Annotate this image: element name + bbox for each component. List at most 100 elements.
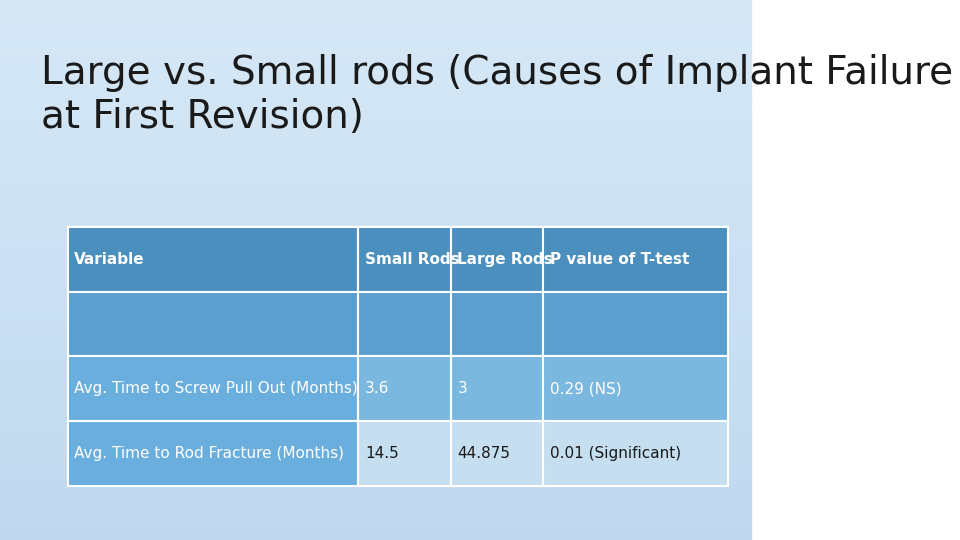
Bar <box>0 427 751 432</box>
Bar <box>0 43 751 49</box>
Bar <box>0 157 751 162</box>
Bar <box>0 232 751 238</box>
Bar <box>0 124 751 130</box>
Bar <box>0 248 751 254</box>
Bar <box>0 5 751 11</box>
Bar <box>0 70 751 76</box>
Bar <box>0 367 751 373</box>
Bar <box>0 502 751 508</box>
Bar <box>0 81 751 86</box>
Bar <box>0 416 751 421</box>
Bar <box>67 227 358 292</box>
Bar <box>358 227 451 292</box>
Bar <box>0 281 751 286</box>
Bar <box>0 16 751 22</box>
Bar <box>0 54 751 59</box>
Bar <box>0 486 751 491</box>
Text: 3.6: 3.6 <box>365 381 390 396</box>
Bar <box>451 227 543 292</box>
Bar <box>0 194 751 200</box>
Bar <box>0 297 751 302</box>
Bar <box>0 513 751 518</box>
Bar <box>0 437 751 443</box>
Bar <box>0 76 751 81</box>
Text: Small Rods: Small Rods <box>365 252 460 267</box>
Bar <box>358 421 451 486</box>
Bar <box>0 38 751 43</box>
Bar <box>451 292 543 356</box>
Bar <box>451 356 543 421</box>
Bar <box>0 167 751 173</box>
Bar <box>0 346 751 351</box>
Bar <box>0 448 751 454</box>
Bar <box>0 470 751 475</box>
Bar <box>0 508 751 513</box>
Bar <box>0 324 751 329</box>
Text: 14.5: 14.5 <box>365 446 398 461</box>
Bar <box>358 292 451 356</box>
Bar <box>0 265 751 270</box>
Text: 3: 3 <box>458 381 468 396</box>
Bar <box>358 356 451 421</box>
Bar <box>0 49 751 54</box>
Bar <box>0 319 751 324</box>
Bar <box>0 335 751 340</box>
Bar <box>0 130 751 135</box>
Bar <box>0 432 751 437</box>
Bar <box>0 103 751 108</box>
Bar <box>0 378 751 383</box>
Text: Large Rods: Large Rods <box>458 252 553 267</box>
Bar <box>0 464 751 470</box>
Bar <box>0 97 751 103</box>
Bar <box>0 308 751 313</box>
Bar <box>0 491 751 497</box>
Bar <box>0 535 751 540</box>
Bar <box>0 254 751 259</box>
Bar <box>0 0 751 5</box>
Bar <box>0 211 751 216</box>
Bar <box>0 27 751 32</box>
Text: Large vs. Small rods (Causes of Implant Failure
at First Revision): Large vs. Small rods (Causes of Implant … <box>41 54 953 136</box>
Bar <box>0 270 751 275</box>
Text: Avg. Time to Screw Pull Out (Months): Avg. Time to Screw Pull Out (Months) <box>74 381 358 396</box>
Bar <box>0 394 751 400</box>
Text: P value of T-test: P value of T-test <box>550 252 689 267</box>
Bar <box>0 243 751 248</box>
Bar <box>543 356 729 421</box>
Bar <box>67 292 358 356</box>
Bar <box>0 405 751 410</box>
Bar <box>67 356 358 421</box>
Bar <box>0 302 751 308</box>
Bar <box>0 389 751 394</box>
Bar <box>451 421 543 486</box>
Text: 0.01 (Significant): 0.01 (Significant) <box>550 446 682 461</box>
Bar <box>0 459 751 464</box>
Text: Avg. Time to Rod Fracture (Months): Avg. Time to Rod Fracture (Months) <box>74 446 345 461</box>
Bar <box>0 92 751 97</box>
Bar <box>0 351 751 356</box>
Bar <box>0 400 751 405</box>
Bar <box>0 292 751 297</box>
Bar <box>0 86 751 92</box>
Bar <box>0 421 751 427</box>
Bar <box>0 178 751 184</box>
Bar <box>0 362 751 367</box>
Bar <box>0 529 751 535</box>
Bar <box>0 340 751 346</box>
Bar <box>0 410 751 416</box>
Bar <box>0 59 751 65</box>
Bar <box>543 421 729 486</box>
Bar <box>0 65 751 70</box>
Bar <box>0 475 751 481</box>
Bar <box>0 481 751 486</box>
Bar <box>0 454 751 459</box>
Bar <box>0 329 751 335</box>
Bar <box>0 32 751 38</box>
Bar <box>0 373 751 378</box>
Bar <box>0 108 751 113</box>
Bar <box>0 205 751 211</box>
Bar <box>0 524 751 529</box>
Text: 44.875: 44.875 <box>458 446 511 461</box>
Bar <box>0 146 751 151</box>
Bar <box>0 497 751 502</box>
